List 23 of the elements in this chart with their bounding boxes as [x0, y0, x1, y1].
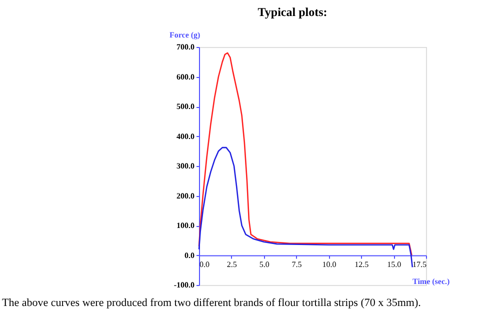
line-series: [198, 146, 414, 268]
y-tick-label: 600.0: [176, 72, 194, 82]
text: The above curves were produced from two different brands of flour tortilla strips (70 x 35mm).: [2, 297, 422, 309]
chart-title: Typical plots:: [258, 5, 328, 19]
x-tick-label: 12.5: [354, 260, 369, 269]
y-tick-label: 100.0: [176, 221, 194, 230]
y-axis-title: Force (g): [170, 30, 201, 40]
x-tick-label: 17.5: [412, 260, 426, 269]
line-series: [198, 52, 412, 256]
y-tick-label: 400.0: [176, 132, 194, 141]
x-tick-label: 5.0: [259, 260, 270, 269]
x-tick-label: 0.0: [200, 260, 210, 269]
y-tick-label: 500.0: [176, 102, 194, 111]
x-axis-title: Time (sec.): [412, 276, 450, 286]
y-tick-label: 700.0: [176, 42, 194, 52]
x-tick-label: 7.5: [292, 260, 302, 269]
x-tick-label: 15.0: [387, 260, 402, 269]
y-tick-label: 200.0: [176, 191, 194, 200]
x-tick-label: 2.5: [226, 260, 237, 269]
y-tick-label: 0.0: [184, 250, 194, 260]
y-tick-label: -100.0: [174, 280, 194, 290]
x-tick-label: 10.0: [322, 260, 336, 269]
y-tick-label: 300.0: [176, 162, 194, 170]
